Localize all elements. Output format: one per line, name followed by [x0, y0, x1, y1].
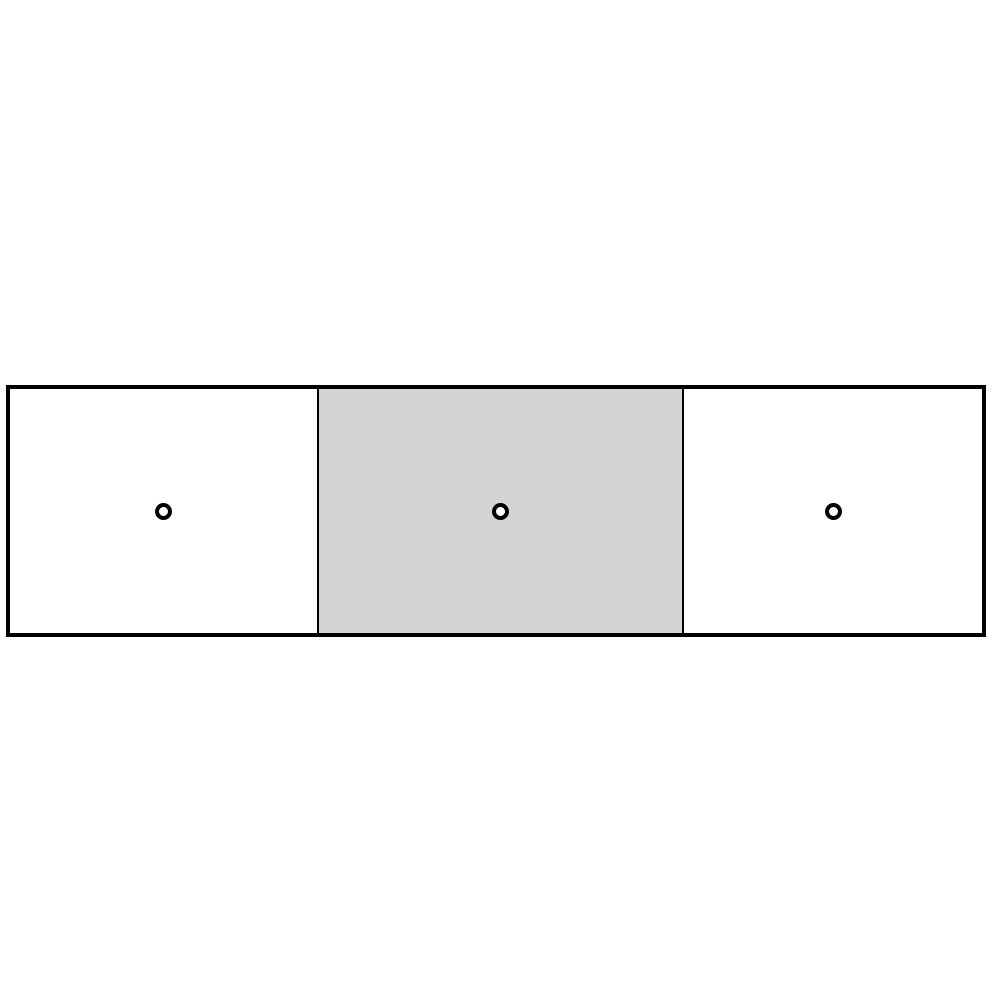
- panel-row: [6, 385, 994, 637]
- center-dot-icon: [155, 503, 172, 520]
- panel-right: [684, 385, 986, 637]
- panel-left: [6, 385, 319, 637]
- center-dot-icon: [492, 503, 509, 520]
- panel-center: [319, 385, 684, 637]
- center-dot-icon: [825, 503, 842, 520]
